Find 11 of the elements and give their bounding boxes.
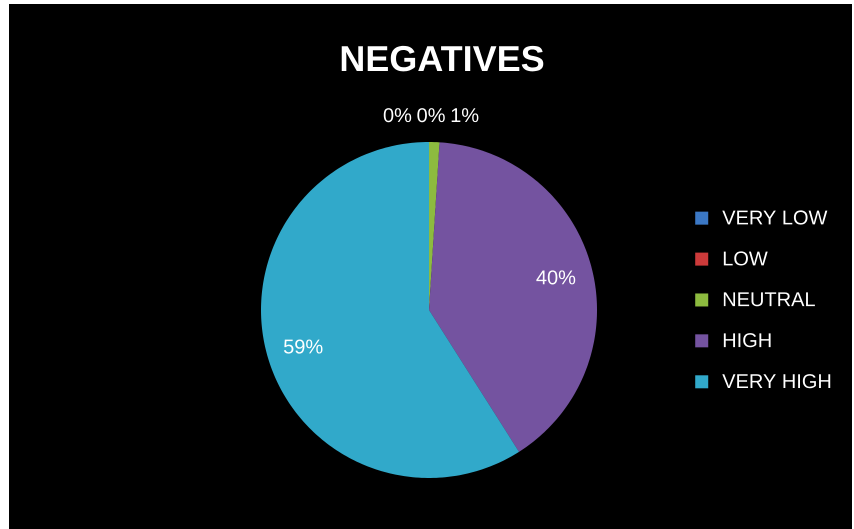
legend-label: VERY LOW: [722, 210, 828, 225]
legend-label: NEUTRAL: [724, 292, 815, 306]
text: 0%: [417, 108, 445, 122]
text: 0%: [384, 108, 412, 122]
chart-title: NEGATIVES: [342, 46, 544, 72]
legend-label: HIGH: [724, 333, 771, 348]
data-label: 40%: [536, 270, 576, 284]
data-label: 1%: [452, 108, 478, 122]
data-label: 59%: [284, 339, 322, 354]
legend-label: LOW: [724, 251, 768, 266]
legend-label: VERY HIGH: [722, 374, 830, 388]
